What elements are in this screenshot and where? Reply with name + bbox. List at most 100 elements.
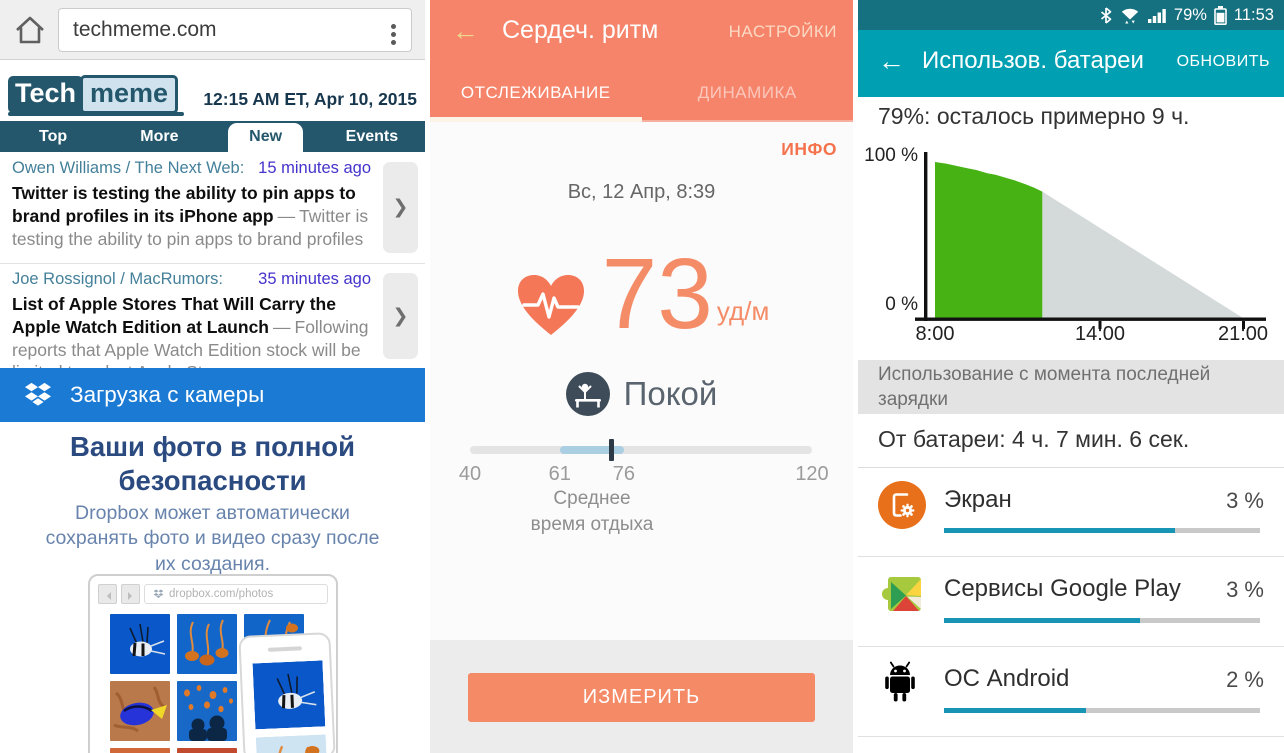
heart-rate-scale [470, 439, 812, 461]
measurement-date: Вс, 12 Апр, 8:39 [567, 181, 716, 203]
measure-button[interactable]: ИЗМЕРИТЬ [468, 673, 815, 722]
story-byline[interactable]: Joe Rossignol / MacRumors: [12, 270, 223, 288]
chart-y-axis [924, 152, 928, 321]
nav-tab-more[interactable]: More [140, 127, 179, 145]
bpm-value: 73 [601, 238, 713, 350]
story-time-link[interactable]: 35 minutes ago [258, 270, 371, 288]
story-item[interactable]: Joe Rossignol / MacRumors: 35 minutes ag… [0, 263, 425, 382]
scale-max-label: 120 [795, 463, 829, 485]
story-headline[interactable]: List of Apple Stores That Will Carry the… [12, 294, 336, 337]
tick-21 [1242, 321, 1245, 329]
resting-icon [565, 372, 610, 416]
battery-panel: 79% 11:53 ← Использов. батареи ОБНОВИТЬ … [858, 0, 1284, 753]
photo-anemone [177, 748, 237, 753]
ad-body: Dropbox может автоматически сохранять фо… [45, 502, 380, 575]
photo-jellyfish [177, 614, 237, 674]
url-text: techmeme.com [73, 18, 217, 41]
mock-toolbar: dropbox.com/photos [98, 584, 328, 606]
photo-aquarium [177, 681, 237, 741]
story-expand-chevron[interactable]: ❯ [383, 162, 418, 253]
story-time-link[interactable]: 15 minutes ago [258, 159, 371, 177]
history-area [935, 162, 1043, 318]
usage-bar [944, 708, 1260, 713]
techmeme-masthead: Tech meme 12:15 AM ET, Apr 10, 2015 [0, 61, 425, 121]
app-name: ОС Android [944, 665, 1070, 692]
app-percent: 3 % [1226, 577, 1264, 602]
scale-caption: Среднее время отдыха [530, 488, 654, 535]
phone-photo-jellyfish [255, 734, 329, 753]
chart-xlabel-14: 14:00 [1074, 323, 1126, 345]
chart-ylabel-100: 100 % [864, 145, 918, 166]
status-battery-percent: 79% [1173, 5, 1207, 24]
logo-meme: meme [80, 75, 179, 114]
dropbox-ad-banner[interactable]: Загрузка с камеры [0, 368, 425, 422]
status-label: Покой [623, 375, 718, 412]
overflow-menu-icon[interactable] [391, 21, 397, 48]
android-icon [878, 660, 926, 708]
back-arrow-icon[interactable]: ← [452, 16, 479, 46]
section-header: Использование с момента последней зарядк… [858, 360, 1284, 414]
app-percent: 3 % [1226, 488, 1264, 513]
chart-ylabel-0: 0 % [885, 294, 918, 315]
dropbox-icon [25, 382, 51, 406]
status-bar: 79% 11:53 [858, 0, 1284, 30]
nav-tab-top[interactable]: Top [39, 127, 68, 145]
scale-range-start-label: 61 [548, 463, 571, 485]
logo-tech: Tech [8, 76, 84, 113]
heart-rate-tabs: ОТСЛЕЖИВАНИЕ ДИНАМИКА [430, 64, 853, 122]
story-expand-chevron[interactable]: ❯ [383, 273, 418, 359]
back-arrow-icon[interactable]: ← [878, 46, 905, 76]
heart-ecg-icon [517, 275, 584, 335]
screen-icon [878, 481, 926, 529]
app-row-screen[interactable]: Экран 3 % [858, 467, 1284, 557]
page-title: Сердеч. ритм [502, 16, 659, 44]
status-row: Покой [430, 372, 853, 416]
current-value-marker [608, 439, 614, 461]
app-percent: 2 % [1226, 667, 1264, 692]
bluetooth-icon [1100, 6, 1112, 24]
bottom-bar: ИЗМЕРИТЬ [430, 640, 853, 753]
battery-header: ← Использов. батареи ОБНОВИТЬ [858, 30, 1284, 97]
photo-fish [110, 614, 170, 674]
site-timestamp: 12:15 AM ET, Apr 10, 2015 [203, 89, 417, 109]
ad-heading: Ваши фото в полной безопасности [69, 431, 356, 496]
app-row-os-android[interactable]: ОС Android 2 % [858, 647, 1284, 737]
browser-toolbar: techmeme.com [0, 0, 425, 60]
google-play-services-icon [878, 570, 926, 618]
story-headline[interactable]: Twitter is testing the ability to pin ap… [12, 183, 356, 226]
app-row-google-play-services[interactable]: Сервисы Google Play 3 % [858, 557, 1284, 647]
usage-bar [944, 618, 1260, 623]
nav-tab-events[interactable]: Events [345, 127, 399, 145]
ad-banner-label: Загрузка с камеры [70, 382, 265, 407]
chart-xlabel-21: 21:00 [1217, 323, 1269, 345]
info-link[interactable]: ИНФО [781, 139, 837, 159]
refresh-button[interactable]: ОБНОВИТЬ [1176, 53, 1270, 70]
heart-rate-header: ← Сердеч. ритм НАСТРОЙКИ [430, 0, 853, 64]
logo-underline [8, 112, 185, 116]
story-byline[interactable]: Owen Williams / The Next Web: [12, 159, 245, 177]
story-item[interactable]: Owen Williams / The Next Web: 15 minutes… [0, 153, 425, 262]
headline-separator: — [277, 205, 296, 226]
battery-history-chart [915, 152, 1266, 329]
phone-photo-fish [252, 660, 326, 730]
battery-summary: 79%: осталось примерно 9 ч. [878, 103, 1190, 129]
bpm-unit: уд/м [716, 296, 770, 326]
signal-icon [1147, 9, 1166, 23]
techmeme-logo[interactable]: Tech meme [8, 75, 185, 116]
url-bar[interactable]: techmeme.com [58, 8, 412, 52]
tab-trends[interactable]: ДИНАМИКА [697, 83, 797, 102]
tab-tracking[interactable]: ОТСЛЕЖИВАНИЕ [460, 83, 611, 102]
mock-back-icon [98, 584, 117, 604]
heart-rate-reading: 73 уд/м [430, 243, 853, 345]
settings-button[interactable]: НАСТРОЙКИ [728, 22, 837, 41]
browser-panel: techmeme.com Tech meme 12:15 AM ET, Apr … [0, 0, 425, 753]
ad-phone-illustration [238, 632, 336, 753]
tab-underline-rest [641, 120, 853, 122]
nav-tab-new[interactable]: New [213, 121, 319, 152]
app-name: Сервисы Google Play [944, 575, 1181, 602]
chart-x-axis [915, 317, 1266, 321]
dropbox-mini-icon [153, 589, 164, 598]
home-icon[interactable] [13, 13, 47, 52]
page-title: Использов. батареи [922, 47, 1144, 74]
